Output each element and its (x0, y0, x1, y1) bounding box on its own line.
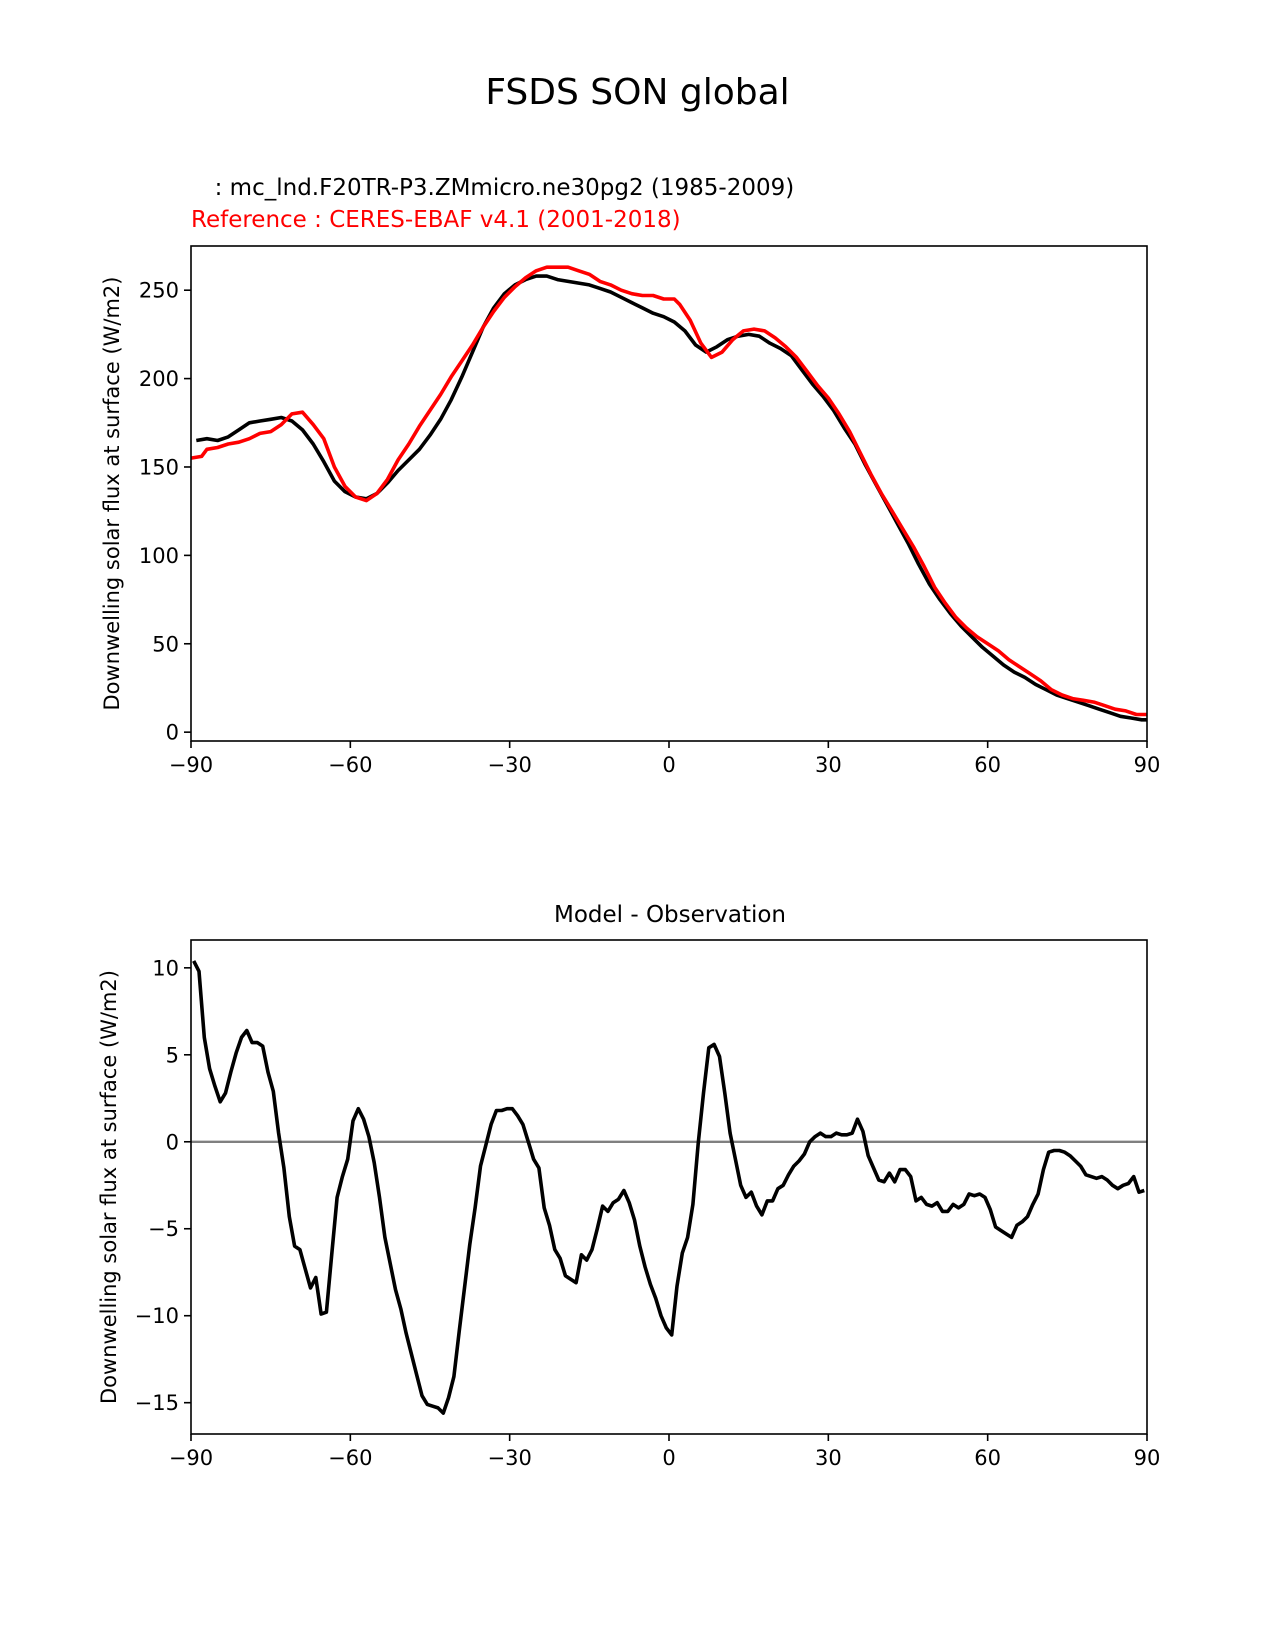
series-line-0 (192, 960, 1145, 1415)
y-tick-label: 5 (166, 1043, 179, 1067)
test-case-label: : mc_lnd.F20TR-P3.ZMmicro.ne30pg2 (1985-… (200, 175, 795, 201)
series-line-1 (190, 265, 1147, 717)
x-tick-label: −90 (169, 1446, 213, 1470)
x-tick-label: 0 (662, 1446, 675, 1470)
x-tick-label: 0 (662, 753, 675, 777)
x-tick-label: −60 (328, 1446, 372, 1470)
x-tick-label: 60 (974, 753, 1001, 777)
x-tick-label: 90 (1134, 753, 1161, 777)
x-tick-label: 30 (815, 753, 842, 777)
y-tick-label: 150 (139, 455, 179, 479)
y-tick-label: 250 (139, 279, 179, 303)
y-tick-label: −5 (148, 1217, 179, 1241)
y-tick-label: 50 (152, 632, 179, 656)
diff-chart-title: Model - Observation (553, 902, 787, 928)
y-tick-label: 0 (166, 1130, 179, 1154)
difference-chart: −90 −60 −30 0 30 60 90 −15 −10 −5 0 5 10 Downwelling … (97, 939, 1161, 1470)
x-tick-label: −30 (488, 753, 532, 777)
x-tick-label: −90 (169, 753, 213, 777)
figure-title: FSDS SON global (485, 72, 790, 113)
mean-flux-chart: −90 −60 −30 0 30 60 90 0 50 100 150 200 250 Downwelli… (100, 245, 1161, 777)
y-tick-label: −10 (135, 1304, 179, 1328)
reference-label: Reference : CERES-EBAF v4.1 (2001-2018) (191, 207, 681, 233)
x-tick-label: −60 (328, 753, 372, 777)
y-tick-label: −15 (135, 1391, 179, 1415)
axes-frame (190, 939, 1148, 1435)
y-tick-label: 10 (152, 956, 179, 980)
y-tick-label: 200 (139, 367, 179, 391)
y-axis-label: Downwelling solar flux at surface (W/m2) (97, 970, 121, 1404)
x-tick-label: 30 (815, 1446, 842, 1470)
y-axis-label: Downwelling solar flux at surface (W/m2) (100, 277, 124, 711)
series-line-0 (195, 274, 1147, 722)
y-tick-label: 100 (139, 544, 179, 568)
x-tick-label: −30 (488, 1446, 532, 1470)
y-tick-label: 0 (166, 721, 179, 745)
x-tick-label: 60 (974, 1446, 1001, 1470)
x-tick-label: 90 (1134, 1446, 1161, 1470)
